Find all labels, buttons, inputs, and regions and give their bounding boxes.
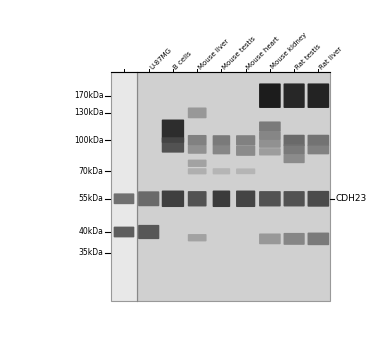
FancyBboxPatch shape <box>283 191 305 206</box>
Text: 40kDa: 40kDa <box>79 228 104 237</box>
FancyBboxPatch shape <box>236 146 255 156</box>
FancyBboxPatch shape <box>213 190 230 207</box>
FancyBboxPatch shape <box>308 191 329 207</box>
FancyBboxPatch shape <box>138 225 159 239</box>
FancyBboxPatch shape <box>259 132 281 140</box>
Text: Mouse liver: Mouse liver <box>197 38 230 70</box>
FancyBboxPatch shape <box>259 191 281 206</box>
FancyBboxPatch shape <box>283 144 305 155</box>
Text: 35kDa: 35kDa <box>79 248 104 257</box>
FancyBboxPatch shape <box>236 168 255 174</box>
FancyBboxPatch shape <box>188 234 207 241</box>
FancyBboxPatch shape <box>188 107 207 118</box>
FancyBboxPatch shape <box>114 226 134 237</box>
Text: 170kDa: 170kDa <box>74 91 104 100</box>
FancyBboxPatch shape <box>162 137 184 153</box>
Bar <box>137 72 330 301</box>
FancyBboxPatch shape <box>138 191 159 206</box>
Text: U-87MG: U-87MG <box>149 46 173 70</box>
Text: Rat liver: Rat liver <box>318 46 343 70</box>
FancyBboxPatch shape <box>259 140 281 148</box>
FancyBboxPatch shape <box>308 145 329 154</box>
FancyBboxPatch shape <box>213 145 230 154</box>
FancyBboxPatch shape <box>308 83 329 108</box>
FancyBboxPatch shape <box>188 168 207 174</box>
FancyBboxPatch shape <box>188 191 207 206</box>
Text: 100kDa: 100kDa <box>74 136 104 145</box>
Text: Rat testis: Rat testis <box>294 43 322 70</box>
Text: Mouse heart: Mouse heart <box>246 35 281 70</box>
FancyBboxPatch shape <box>213 135 230 146</box>
FancyBboxPatch shape <box>188 145 207 154</box>
Text: B cells: B cells <box>173 50 193 70</box>
FancyBboxPatch shape <box>259 148 281 155</box>
FancyBboxPatch shape <box>188 160 207 167</box>
FancyBboxPatch shape <box>259 121 281 132</box>
FancyBboxPatch shape <box>283 233 305 245</box>
FancyBboxPatch shape <box>308 135 329 146</box>
FancyBboxPatch shape <box>283 135 305 146</box>
Text: 70kDa: 70kDa <box>79 167 104 176</box>
FancyBboxPatch shape <box>283 154 305 163</box>
Text: 130kDa: 130kDa <box>74 108 104 117</box>
Text: 55kDa: 55kDa <box>79 194 104 203</box>
FancyBboxPatch shape <box>236 190 255 207</box>
FancyBboxPatch shape <box>283 83 305 108</box>
Text: CDH23: CDH23 <box>335 194 366 203</box>
FancyBboxPatch shape <box>213 168 230 174</box>
Bar <box>112 72 137 301</box>
FancyBboxPatch shape <box>236 135 255 146</box>
FancyBboxPatch shape <box>114 194 134 204</box>
FancyBboxPatch shape <box>308 232 329 245</box>
Text: Mouse kidney: Mouse kidney <box>270 32 308 70</box>
Text: Mouse testis: Mouse testis <box>222 35 257 70</box>
FancyBboxPatch shape <box>259 83 281 108</box>
FancyBboxPatch shape <box>162 119 184 143</box>
FancyBboxPatch shape <box>259 233 281 244</box>
FancyBboxPatch shape <box>162 190 184 207</box>
FancyBboxPatch shape <box>188 135 207 146</box>
